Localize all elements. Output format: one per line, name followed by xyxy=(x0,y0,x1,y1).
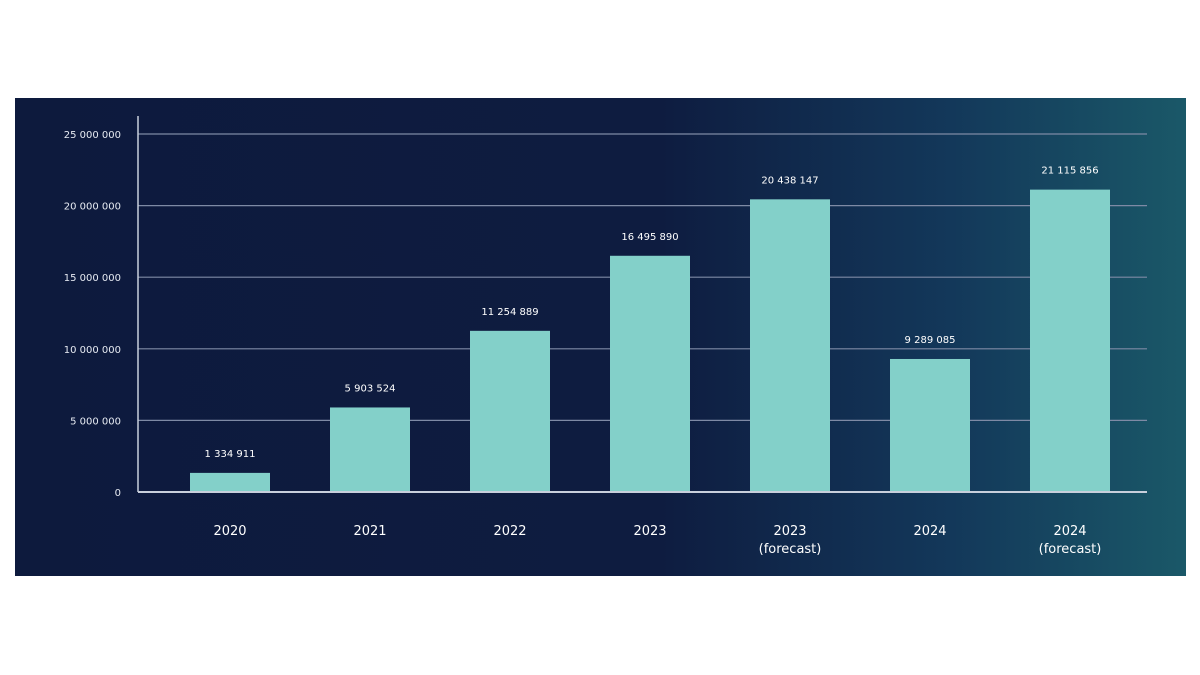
y-tick-label: 0 xyxy=(115,488,121,499)
x-tick-label: 2020 xyxy=(213,524,246,539)
x-axis-ticks: 2020 2021 2022 2023 2023 (forecast) 2024 2024 (f… xyxy=(213,524,1101,557)
x-tick-label: 2023 xyxy=(773,524,806,539)
data-labels: 1 334 911 5 903 524 11 254 889 16 495 890 20… xyxy=(205,166,1099,460)
y-axis-ticks: 0 5 000 000 10 000 000 15 000 000 20 000 000… xyxy=(64,130,121,499)
x-tick-label: 2021 xyxy=(353,524,386,539)
x-tick-label: (forecast) xyxy=(1039,542,1102,557)
bar xyxy=(190,472,270,492)
bar xyxy=(330,407,410,492)
chart-panel: 0 5 000 000 10 000 000 15 000 000 20 000 000… xyxy=(15,98,1186,576)
bar xyxy=(470,330,550,492)
bars xyxy=(190,189,1110,492)
bar xyxy=(1030,189,1110,492)
y-tick-label: 15 000 000 xyxy=(64,273,121,284)
data-label: 11 254 889 xyxy=(481,307,538,318)
data-label: 21 115 856 xyxy=(1041,166,1098,177)
bar xyxy=(610,255,690,492)
y-tick-label: 25 000 000 xyxy=(64,130,121,141)
y-tick-label: 5 000 000 xyxy=(70,416,121,427)
data-label: 20 438 147 xyxy=(761,175,818,186)
data-label: 16 495 890 xyxy=(621,232,678,243)
bar xyxy=(750,199,830,492)
x-tick-label: (forecast) xyxy=(759,542,822,557)
y-tick-label: 20 000 000 xyxy=(64,202,121,213)
y-tick-label: 10 000 000 xyxy=(64,345,121,356)
x-tick-label: 2024 xyxy=(913,524,946,539)
x-tick-label: 2022 xyxy=(493,524,526,539)
data-label: 1 334 911 xyxy=(205,449,256,460)
bar xyxy=(890,358,970,492)
data-label: 9 289 085 xyxy=(905,335,956,346)
data-label: 5 903 524 xyxy=(345,383,396,394)
bar-chart: 0 5 000 000 10 000 000 15 000 000 20 000 000… xyxy=(64,116,1147,557)
x-tick-label: 2023 xyxy=(633,524,666,539)
x-tick-label: 2024 xyxy=(1053,524,1086,539)
